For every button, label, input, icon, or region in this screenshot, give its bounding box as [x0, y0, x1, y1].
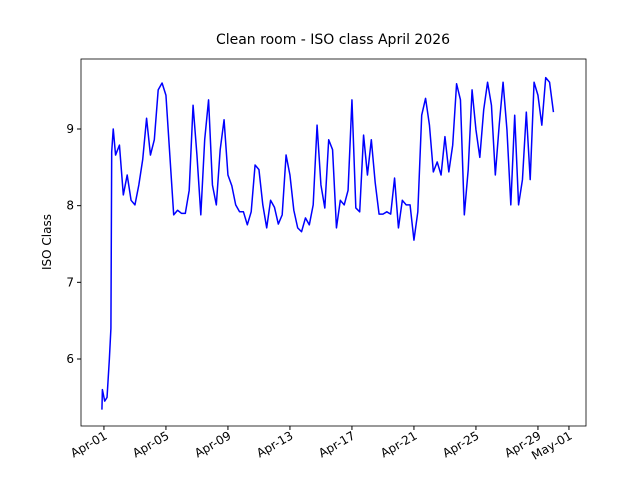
- chart-title: Clean room - ISO class April 2026: [216, 32, 450, 48]
- plot-frame: [80, 58, 587, 427]
- y-tick-label: 8: [66, 199, 74, 213]
- x-tick-label: Apr-09: [192, 428, 233, 460]
- y-tick-label: 7: [66, 275, 74, 289]
- y-axis-label: ISO Class: [40, 214, 54, 270]
- x-tick-label: Apr-25: [440, 428, 481, 460]
- x-tick-label: Apr-21: [378, 428, 419, 460]
- x-tick-label: Apr-17: [316, 428, 357, 460]
- x-tick-label: Apr-13: [254, 428, 295, 460]
- x-tick-label: Apr-01: [68, 428, 109, 460]
- y-tick-label: 6: [66, 352, 74, 366]
- y-tick-label: 9: [66, 122, 74, 136]
- x-tick-label: Apr-05: [130, 428, 171, 460]
- data-line: [101, 76, 555, 410]
